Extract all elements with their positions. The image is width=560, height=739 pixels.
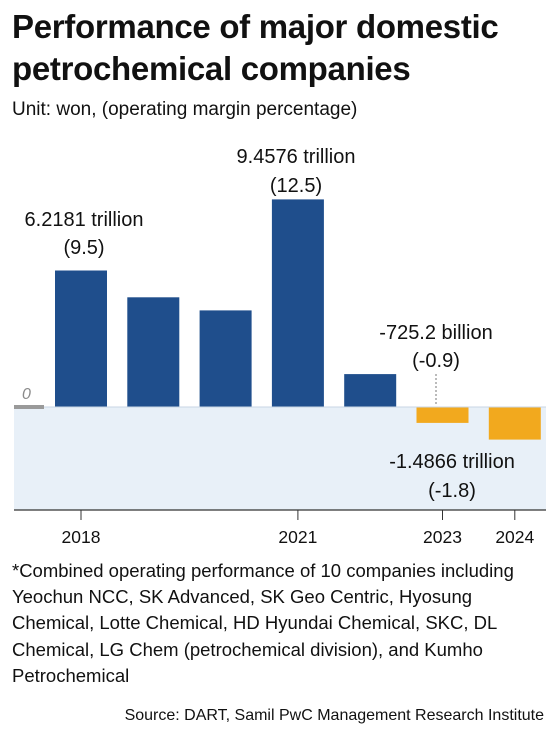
x-tick-label-2023: 2023 (423, 527, 462, 547)
chart-title: Performance of major domestic petrochemi… (12, 8, 499, 87)
bar-chart: 0 2018 2021 2023 2024 6.2181 trillion (9.5) 9.4… (14, 146, 546, 547)
bar-2019 (127, 297, 180, 408)
margin-label-2018: (9.5) (63, 237, 104, 259)
data-label-2023: -725.2 billion (379, 322, 492, 344)
data-label-2018: 6.2181 trillion (25, 209, 144, 231)
x-tick-label-2021: 2021 (278, 527, 317, 547)
bar-2024 (488, 407, 541, 440)
unit-label: Unit: won, (operating margin percentage) (12, 99, 358, 120)
footnote: *Combined operating performance of 10 co… (12, 560, 514, 686)
bar-2018 (55, 270, 107, 407)
margin-label-2024: (-1.8) (428, 480, 476, 502)
bar-2022 (344, 374, 397, 407)
zero-label: 0 (22, 386, 31, 403)
data-label-2024: -1.4866 trillion (389, 451, 515, 473)
bar-2021 (271, 199, 324, 407)
x-tick-label-2018: 2018 (62, 527, 101, 547)
negative-zone (14, 407, 546, 510)
margin-label-2023: (-0.9) (412, 350, 460, 372)
x-tick-label-2024: 2024 (495, 527, 534, 547)
data-label-2021: 9.4576 trillion (237, 146, 356, 168)
source-line: Source: DART, Samil PwC Management Resea… (124, 707, 544, 724)
margin-label-2021: (12.5) (270, 175, 322, 197)
zero-marker (14, 405, 44, 409)
bar-2023 (416, 407, 469, 423)
bar-2020 (199, 310, 252, 407)
